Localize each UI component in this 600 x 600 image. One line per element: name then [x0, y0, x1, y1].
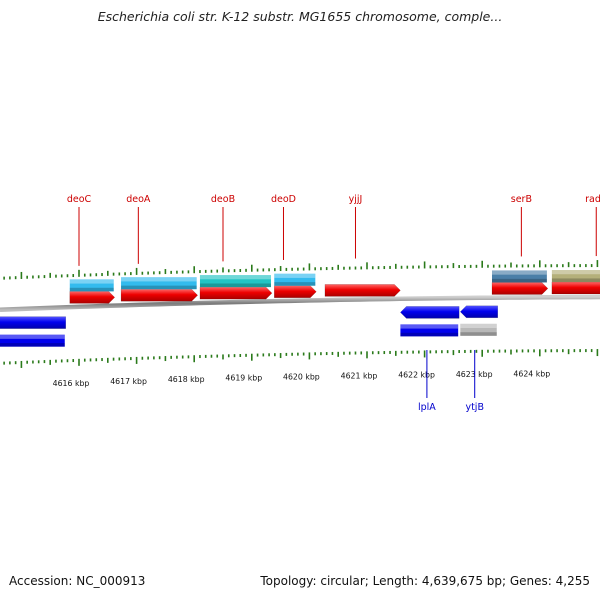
cds-bar-deoD — [274, 273, 316, 286]
feature-layer — [0, 270, 600, 347]
gene-label-layer: deoC deoA deoB deoD yjjJ serB radA lplA ytjB — [67, 194, 600, 413]
gene-label-serB: serB — [511, 194, 532, 205]
cds-bar-serB — [491, 270, 547, 283]
kbp-axis-label: 4619 kbp — [225, 374, 262, 383]
gene-arrow-unnamed — [0, 316, 67, 329]
gene-arrow-ytjB — [459, 305, 499, 319]
cds-bar-lplA — [400, 324, 459, 337]
kbp-axis-label: 4621 kbp — [341, 371, 378, 380]
cds-bar-ytjB — [460, 323, 497, 336]
gene-arrow-lplA — [400, 306, 460, 319]
gene-label-deoD: deoD — [271, 194, 296, 205]
gene-label-deoB: deoB — [211, 194, 235, 205]
gene-arrow-deoA — [120, 288, 199, 302]
gene-label-yjjJ: yjjJ — [349, 194, 363, 205]
gene-label-deoA: deoA — [126, 194, 151, 205]
gene-arrow-radA — [551, 281, 600, 295]
kbp-axis-label: 4622 kbp — [398, 370, 435, 379]
cds-bar-deoA — [121, 277, 197, 290]
cds-bar-unnamed — [0, 334, 65, 347]
gene-label-ytjB: ytjB — [465, 402, 484, 413]
gene-label-lplA: lplA — [418, 402, 436, 413]
chromosome-backbone — [0, 294, 600, 313]
gene-arrow-yjjJ — [324, 284, 401, 297]
gene-label-radA: radA — [585, 194, 600, 205]
tick-layer — [3, 260, 599, 368]
gene-arrow-deoC — [69, 291, 116, 304]
gene-arrow-deoB — [199, 286, 273, 300]
accession-text: Accession: NC_000913 — [9, 574, 146, 588]
kbp-axis-label: 4617 kbp — [110, 377, 147, 386]
kbp-axis-label: 4616 kbp — [53, 379, 90, 388]
gene-arrow-deoD — [274, 285, 317, 298]
gene-label-deoC: deoC — [67, 194, 92, 205]
kbp-axis-label: 4618 kbp — [168, 375, 205, 384]
kbp-label-layer: 4616 kbp 4617 kbp 4618 kbp 4619 kbp 4620 kbp… — [53, 369, 551, 388]
map-title: Escherichia coli str. K-12 substr. MG165… — [97, 9, 503, 24]
cds-bar-deoC — [69, 279, 114, 292]
cds-bar-radA — [551, 270, 600, 283]
kbp-axis-label: 4624 kbp — [513, 369, 550, 378]
cds-bar-deoB — [199, 275, 271, 288]
kbp-axis-label: 4620 kbp — [283, 372, 320, 381]
genome-summary-text: Topology: circular; Length: 4,639,675 bp… — [260, 574, 590, 588]
gene-arrow-serB — [491, 282, 549, 295]
